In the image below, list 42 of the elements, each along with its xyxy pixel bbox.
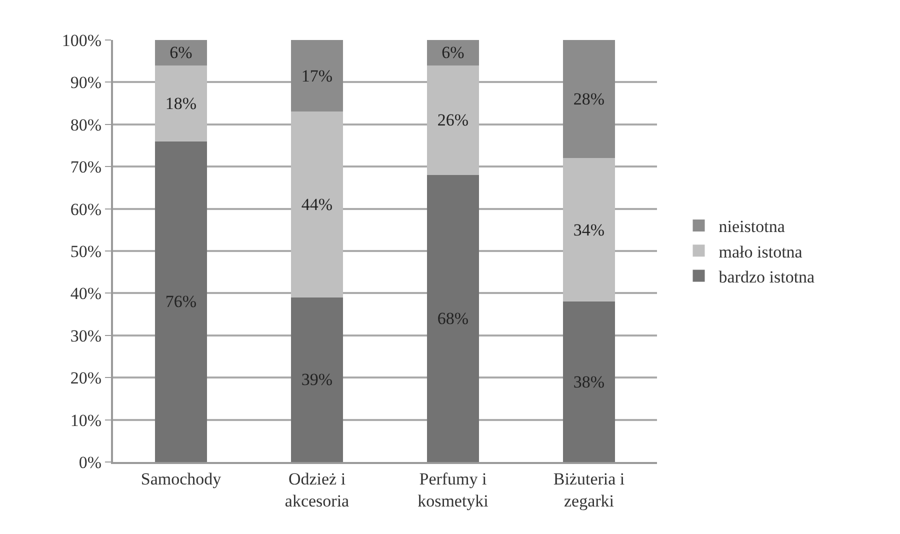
y-tick-label: 100% bbox=[62, 30, 102, 50]
data-label: 6% bbox=[442, 43, 464, 62]
legend-label: nieistotna bbox=[718, 217, 786, 236]
bar bbox=[155, 141, 207, 462]
y-tick-label: 20% bbox=[70, 368, 102, 388]
data-label: 28% bbox=[573, 90, 605, 109]
bar bbox=[427, 65, 479, 176]
bar bbox=[427, 40, 479, 66]
data-label: 18% bbox=[165, 94, 197, 113]
y-tick-label: 0% bbox=[78, 452, 102, 472]
y-tick-label: 70% bbox=[70, 158, 102, 177]
bar bbox=[563, 40, 615, 158]
data-label: 44% bbox=[301, 195, 333, 214]
legend-label: bardzo istotna bbox=[718, 267, 816, 286]
data-label: 68% bbox=[437, 309, 469, 328]
x-tick-label: Perfumy i kosmetyki bbox=[418, 469, 489, 510]
data-label: 39% bbox=[301, 370, 333, 390]
bar bbox=[291, 112, 343, 298]
data-label: 6% bbox=[170, 43, 192, 62]
data-label: 34% bbox=[573, 220, 605, 240]
data-label: 76% bbox=[165, 292, 197, 312]
y-tick-label: 30% bbox=[70, 326, 102, 346]
bar bbox=[563, 302, 615, 462]
y-tick-label: 80% bbox=[70, 115, 102, 134]
y-tick-label: 90% bbox=[70, 73, 102, 92]
x-tick-label: Samochody bbox=[140, 469, 222, 488]
bar bbox=[155, 40, 207, 66]
bar bbox=[291, 40, 343, 112]
y-tick-label: 40% bbox=[70, 284, 102, 304]
bar bbox=[427, 175, 479, 462]
bar bbox=[563, 158, 615, 302]
legend-label: mało istotna bbox=[718, 242, 803, 262]
data-label: 26% bbox=[437, 110, 469, 130]
bar bbox=[291, 297, 343, 462]
data-label: 38% bbox=[573, 372, 605, 392]
x-tick-label: Odzież i akcesoria bbox=[284, 469, 350, 510]
y-tick-label: 10% bbox=[70, 410, 102, 430]
y-tick-label: 50% bbox=[70, 242, 102, 261]
data-label: 17% bbox=[301, 66, 333, 86]
x-tick-label: Biżuteria i zegarki bbox=[553, 469, 625, 510]
bar bbox=[155, 65, 207, 142]
y-tick-label: 60% bbox=[70, 200, 102, 219]
